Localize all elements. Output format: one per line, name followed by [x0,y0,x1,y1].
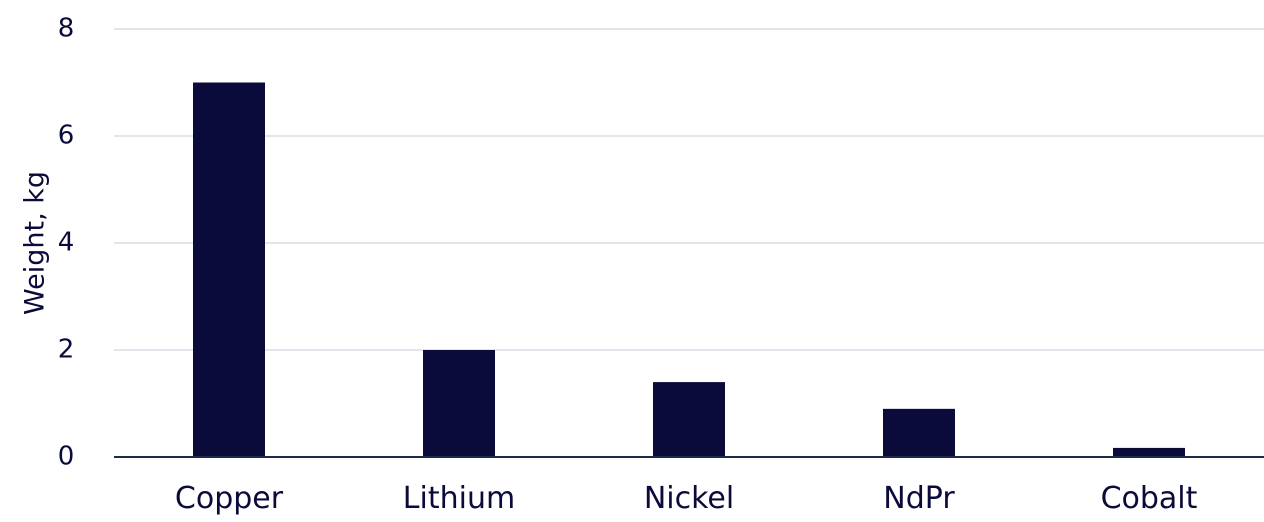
bar-ndpr [883,408,955,457]
x-category-label: Lithium [403,481,515,516]
bar-lithium [423,350,495,457]
y-tick-label: 0 [58,442,75,472]
y-tick-label: 8 [58,14,75,44]
y-tick-label: 6 [58,121,75,151]
x-category-label: Copper [175,481,284,516]
category-labels: Copper Lithium Nickel NdPr Cobalt [175,481,1198,516]
y-tick-label: 2 [58,335,75,365]
y-tick-labels: 0 2 4 6 8 [58,14,75,472]
x-category-label: NdPr [883,481,955,516]
bar-nickel [653,382,725,457]
x-category-label: Cobalt [1101,481,1198,516]
bar-copper [193,82,265,457]
bar-cobalt [1113,447,1185,457]
y-axis-label: Weight, kg [20,171,51,315]
y-tick-label: 4 [58,228,75,258]
x-category-label: Nickel [644,481,734,516]
bars [193,82,1185,457]
gridlines [114,28,1264,351]
